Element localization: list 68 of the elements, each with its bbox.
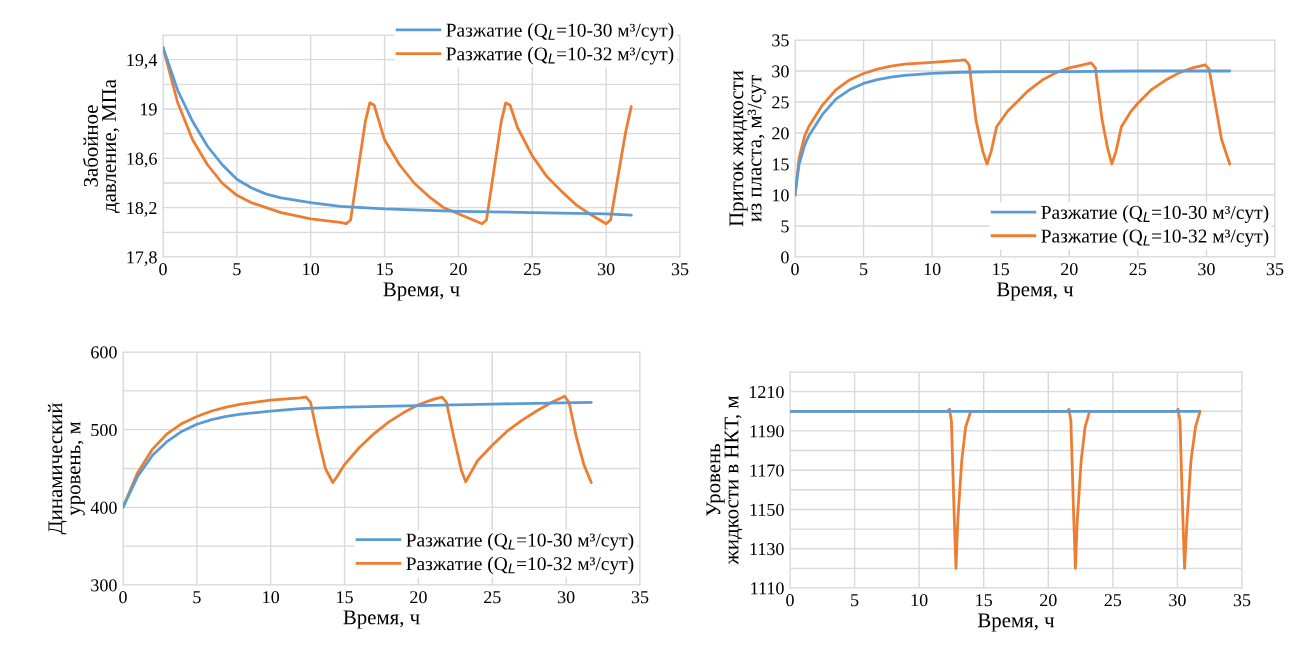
x-tick-label: 0 (119, 591, 127, 604)
y-tick-label: 1110 (751, 582, 784, 595)
x-tick-label: 30 (557, 591, 575, 604)
y-tick-label: 1170 (750, 464, 784, 477)
x-tick-label: 25 (1104, 594, 1122, 607)
x-tick-label: 10 (303, 263, 320, 276)
x-tick-label: 5 (851, 594, 859, 607)
x-tick-label: 20 (450, 263, 467, 276)
x-tick-label: 30 (1198, 263, 1215, 276)
y-axis-title: Приток жидкости из пласта, м³/сут (729, 70, 766, 227)
y-tick-label: 35 (772, 34, 789, 47)
y-tick-label: 18,2 (127, 201, 157, 217)
x-tick-label: 15 (976, 594, 993, 607)
y-tick-label: 30 (772, 65, 789, 78)
x-tick-label: 35 (671, 263, 689, 276)
x-tick-label: 5 (193, 591, 201, 604)
x-tick-label: 35 (631, 591, 649, 604)
legend-label: Разжатие (Q$_{L}$=10-30 м³/сут) (406, 532, 634, 551)
y-tick-label: 19,4 (127, 53, 158, 69)
y-tick-label: 600 (91, 346, 117, 359)
x-tick-label: 10 (263, 591, 280, 604)
x-tick-label: 20 (1061, 263, 1078, 276)
x-axis-title: Время, ч (383, 282, 460, 301)
y-tick-label: 17,8 (127, 251, 157, 267)
x-tick-label: 0 (791, 263, 799, 276)
y-tick-label: 10 (772, 189, 789, 202)
x-tick-label: 10 (924, 263, 941, 276)
y-tick-label: 19 (140, 103, 157, 116)
x-tick-label: 30 (597, 263, 615, 276)
y-tick-label: 1150 (750, 503, 784, 516)
x-tick-label: 10 (911, 594, 928, 607)
x-tick-label: 25 (524, 263, 541, 276)
legend-label: Разжатие (Q$_{L}$=10-32 м³/сут) (406, 556, 634, 575)
y-tick-label: 1190 (750, 425, 784, 438)
x-tick-label: 0 (159, 263, 167, 276)
y-tick-label: 400 (90, 501, 117, 514)
y-axis-title: Уровень жидкости в НКТ, м (706, 395, 743, 565)
legend-label: Разжатие (Q$_{L}$=10-30 м³/сут) (446, 23, 674, 41)
x-axis-title: Время, ч (996, 282, 1074, 301)
legend-label: Разжатие (Q$_{L}$=10-32 м³/сут) (1041, 228, 1269, 247)
x-tick-label: 5 (860, 263, 868, 276)
x-tick-label: 35 (1233, 594, 1251, 607)
x-axis-title: Время, ч (977, 613, 1055, 632)
x-tick-label: 35 (1266, 263, 1284, 276)
y-tick-label: 1210 (749, 385, 784, 399)
legend-label: Разжатие (Q$_{L}$=10-30 м³/сут) (1041, 205, 1269, 223)
x-tick-label: 5 (233, 263, 241, 276)
y-tick-label: 5 (781, 220, 789, 233)
legend-label: Разжатие (Q$_{L}$=10-32 м³/сут) (446, 46, 674, 65)
y-tick-label: 18,6 (127, 152, 157, 168)
x-tick-label: 25 (1129, 263, 1147, 276)
y-axis-title: Динамический уровень, м (47, 402, 85, 535)
x-tick-label: 30 (1169, 594, 1186, 607)
y-tick-label: 0 (781, 251, 789, 264)
y-tick-label: 25 (772, 96, 789, 109)
y-tick-label: 1130 (750, 542, 784, 556)
y-tick-label: 20 (772, 127, 789, 140)
x-tick-label: 15 (993, 263, 1010, 276)
y-tick-label: 500 (91, 423, 117, 437)
x-tick-label: 15 (337, 591, 353, 604)
y-tick-label: 15 (772, 158, 789, 171)
y-tick-label: 300 (91, 579, 117, 592)
x-tick-label: 20 (410, 591, 427, 604)
x-tick-label: 25 (484, 591, 501, 604)
x-tick-label: 20 (1040, 594, 1057, 607)
y-axis-title: Забойное давление, МПа (82, 79, 120, 213)
x-tick-label: 15 (377, 263, 393, 276)
x-axis-title: Время, ч (343, 610, 420, 629)
